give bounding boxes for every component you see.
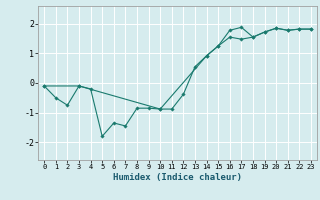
X-axis label: Humidex (Indice chaleur): Humidex (Indice chaleur)	[113, 173, 242, 182]
